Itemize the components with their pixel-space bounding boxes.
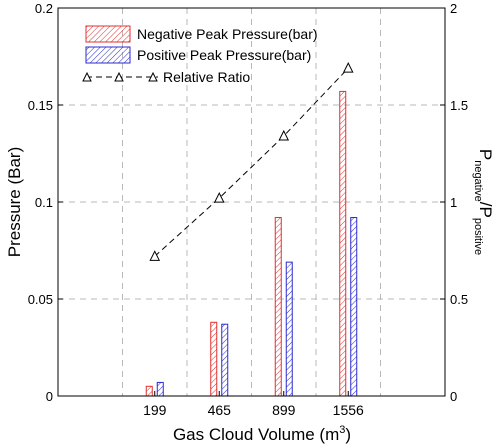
x-tick-label-465: 465: [208, 402, 232, 418]
bar-positive-465: [221, 323, 229, 397]
y-tick-label-left: 0: [46, 389, 53, 404]
ticks: 0 0 0.05 0.5 0.1 1 0.15 1.5 0.2 2 199 465 899 1556: [28, 1, 468, 418]
y-tick-label-right: 0: [450, 389, 457, 404]
y-tick-label-right: 1.5: [450, 98, 468, 113]
y-tick-label-left: 0.2: [35, 1, 53, 16]
ratio-marker-1556: [342, 62, 354, 73]
y-axis-label-left: Pressure (Bar): [5, 147, 24, 258]
bar-negative-465: [210, 321, 218, 397]
y-tick-label-left: 0.1: [35, 195, 53, 210]
legend-swatch-negative: [85, 25, 131, 43]
y-tick-label-right: 1: [450, 195, 457, 210]
x-tick-label-199: 199: [143, 402, 167, 418]
bar-positive-1556: [350, 217, 358, 397]
ratio-series-line: [154, 67, 349, 257]
ratio-line: [149, 62, 354, 261]
x-axis-label: Gas Cloud Volume (m3): [173, 424, 351, 444]
bar-negative-1556: [339, 90, 347, 397]
y-tick-label-left: 0.05: [28, 292, 53, 307]
bar-negative-199: [145, 385, 153, 397]
legend-marker-ratio-2: [114, 71, 124, 82]
ratio-marker-199: [149, 250, 161, 261]
x-tick-label-899: 899: [272, 402, 296, 418]
legend-marker-ratio-3: [148, 71, 158, 82]
ratio-marker-899: [278, 129, 290, 141]
bar-negative-899: [274, 217, 282, 397]
y-tick-label-left: 0.15: [28, 98, 53, 113]
y-tick-label-right: 2: [450, 1, 457, 16]
legend-swatch-positive: [85, 46, 131, 64]
bar-positive-199: [156, 381, 164, 397]
bar-positive-899: [285, 261, 293, 397]
legend-label-ratio: Relative Ratio: [163, 69, 250, 85]
legend-label-negative: Negative Peak Pressure(bar): [137, 26, 318, 42]
legend-marker-ratio-1: [82, 71, 92, 82]
legend-label-positive: Positive Peak Pressure(bar): [137, 47, 311, 63]
y-axis-label-right: Pnegative/Ppositive: [472, 149, 495, 255]
ratio-marker-465: [213, 192, 225, 203]
y-tick-label-right: 0.5: [450, 292, 468, 307]
grid: [58, 8, 445, 396]
x-tick-label-1556: 1556: [333, 402, 364, 418]
legend: Negative Peak Pressure(bar) Positive Pea…: [82, 25, 318, 85]
